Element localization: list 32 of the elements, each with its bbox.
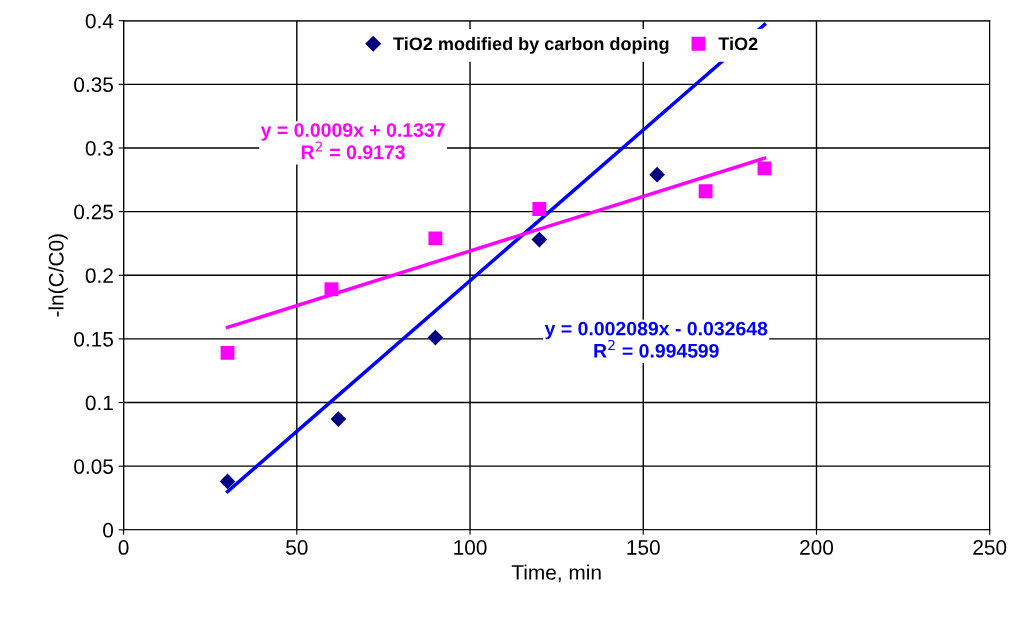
x-tick-label: 200 <box>800 540 834 555</box>
y-tick-label: 0.4 <box>85 13 114 29</box>
point <box>330 411 347 427</box>
legend-label: TiO2 <box>718 36 758 51</box>
y-tick-label: 0.1 <box>85 395 113 411</box>
point <box>649 166 665 183</box>
x-axis-title: Time, min <box>511 564 601 583</box>
point <box>757 161 772 176</box>
point <box>324 282 339 297</box>
y-tick-label: 0.25 <box>74 204 113 220</box>
y-axis-title: -ln(C/C0) <box>48 234 68 317</box>
point <box>220 345 235 360</box>
x-tick-label: 100 <box>454 540 487 555</box>
y-tick-label: 0.3 <box>85 140 113 156</box>
y-tick-label: 0 <box>103 522 114 538</box>
point <box>427 329 444 346</box>
point <box>698 184 713 199</box>
annotation: y = 0.0009x + 0.1337 R$^{2}$ = 0.9173 <box>260 123 445 160</box>
legend-label: TiO2 modified by carbon doping <box>393 36 669 54</box>
y-tick-label: 0.2 <box>85 268 113 284</box>
annotation: y = 0.002089x - 0.032648 R$^{2}$ = 0.994599 <box>544 321 768 358</box>
y-tick-label: 0.05 <box>74 459 113 474</box>
point <box>219 473 236 490</box>
x-tick-label: 50 <box>286 540 308 555</box>
x-tick-label: 250 <box>973 540 1007 555</box>
point <box>531 231 548 248</box>
y-tick-label: 0.15 <box>74 331 113 347</box>
point <box>532 202 547 217</box>
x-tick-label: 0 <box>118 540 129 555</box>
point <box>428 231 443 246</box>
x-tick-label: 150 <box>627 540 660 555</box>
y-tick-label: 0.35 <box>74 77 113 93</box>
